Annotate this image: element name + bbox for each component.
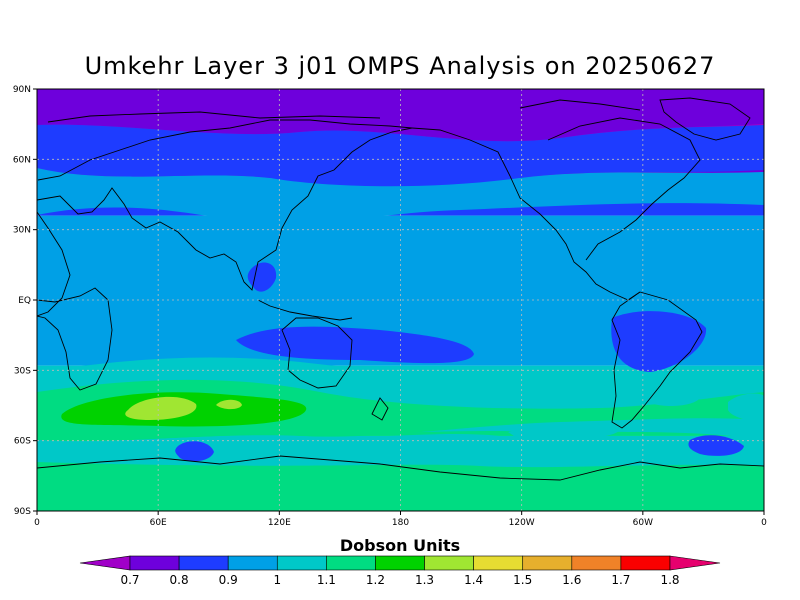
colorbar-level-label: 1.4 bbox=[464, 573, 483, 587]
lon-tick-label: 60E bbox=[150, 518, 167, 528]
ozone-contour-13 bbox=[175, 441, 214, 462]
coastline-2 bbox=[37, 127, 413, 291]
colorbar-high-arrow bbox=[669, 555, 721, 571]
ozone-contour-8 bbox=[125, 396, 197, 420]
coastline-12 bbox=[47, 111, 381, 123]
lon-tick-label: 120E bbox=[268, 518, 291, 528]
colorbar-level-label: 1.8 bbox=[660, 573, 679, 587]
lon-tick-label: 60W bbox=[633, 518, 653, 528]
colorbar-level-label: 1.7 bbox=[611, 573, 630, 587]
colorbar-level-label: 0.8 bbox=[170, 573, 189, 587]
colorbar-level-label: 0.7 bbox=[120, 573, 139, 587]
colorbar-level-label: 1.3 bbox=[415, 573, 434, 587]
colorbar-level-label: 0.9 bbox=[219, 573, 238, 587]
colorbar: 0.7 0.8 0.9 1 1.1 1.2 1.3 1.4 1.5 1.6 1.7 1.8 bbox=[79, 555, 721, 587]
colorbar-box-4 bbox=[326, 555, 376, 571]
lon-tick-label: 0 bbox=[34, 518, 40, 528]
latitude-labels: 90N 60N 30N EQ 30S 60S 90S bbox=[13, 85, 37, 517]
lon-tick-label: 180 bbox=[392, 518, 409, 528]
ozone-contour-9 bbox=[216, 399, 242, 410]
colorbar-box-2 bbox=[227, 555, 278, 571]
coastline-1 bbox=[37, 287, 113, 391]
ozone-contour-12 bbox=[247, 262, 277, 292]
lat-tick-label: 90S bbox=[14, 507, 31, 517]
coastline-5 bbox=[611, 291, 703, 429]
lat-tick-label: EQ bbox=[18, 296, 31, 306]
ozone-contour-11 bbox=[611, 311, 707, 372]
ozone-contour-10 bbox=[236, 326, 474, 364]
coastline-4 bbox=[509, 175, 641, 301]
colorbar-box-0 bbox=[129, 555, 180, 571]
coastlines bbox=[37, 97, 764, 481]
colorbar-level-label: 1 bbox=[273, 573, 281, 587]
coastline-9 bbox=[371, 397, 389, 421]
colorbar-box-5 bbox=[375, 555, 425, 571]
coastline-8 bbox=[281, 317, 353, 389]
gridlines bbox=[37, 89, 764, 511]
coastline-3 bbox=[37, 119, 511, 181]
map-title: Umkehr Layer 3 j01 OMPS Analysis on 2025… bbox=[84, 52, 716, 80]
lat-tick-label: 30N bbox=[13, 226, 31, 236]
colorbar-box-7 bbox=[473, 555, 524, 571]
lon-tick-label: 120W bbox=[509, 518, 535, 528]
colorbar-level-label: 1.5 bbox=[513, 573, 532, 587]
lon-tick-label: 0 bbox=[761, 518, 767, 528]
lat-tick-label: 30S bbox=[14, 366, 31, 376]
colorbar-box-10 bbox=[620, 555, 671, 571]
lat-tick-label: 60S bbox=[14, 437, 31, 447]
ozone-contour-17 bbox=[728, 393, 764, 422]
colorbar-low-arrow bbox=[79, 555, 131, 571]
coastline-13 bbox=[519, 99, 641, 111]
colorbar-box-6 bbox=[424, 555, 474, 571]
lat-tick-label: 60N bbox=[13, 155, 31, 165]
coastline-7 bbox=[659, 97, 751, 141]
colorbar-box-1 bbox=[178, 555, 229, 571]
longitude-labels: 0 60E 120E 180 120W 60W 0 bbox=[34, 511, 767, 528]
colorbar-title: Dobson Units bbox=[339, 536, 461, 555]
ozone-contour-15 bbox=[508, 424, 620, 440]
colorbar-box-3 bbox=[276, 555, 327, 571]
coastline-11 bbox=[37, 455, 764, 481]
coastline-6 bbox=[547, 117, 701, 261]
ozone-contour-16 bbox=[650, 390, 700, 406]
lat-tick-label: 90N bbox=[13, 85, 31, 95]
ozone-contour-2 bbox=[37, 168, 764, 225]
colorbar-level-label: 1.2 bbox=[366, 573, 385, 587]
coastline-10 bbox=[257, 299, 353, 321]
colorbar-box-9 bbox=[571, 555, 622, 571]
coastline-0 bbox=[37, 211, 71, 317]
colorbar-level-label: 1.6 bbox=[562, 573, 581, 587]
colorbar-level-label: 1.1 bbox=[317, 573, 336, 587]
colorbar-box-8 bbox=[522, 555, 573, 571]
